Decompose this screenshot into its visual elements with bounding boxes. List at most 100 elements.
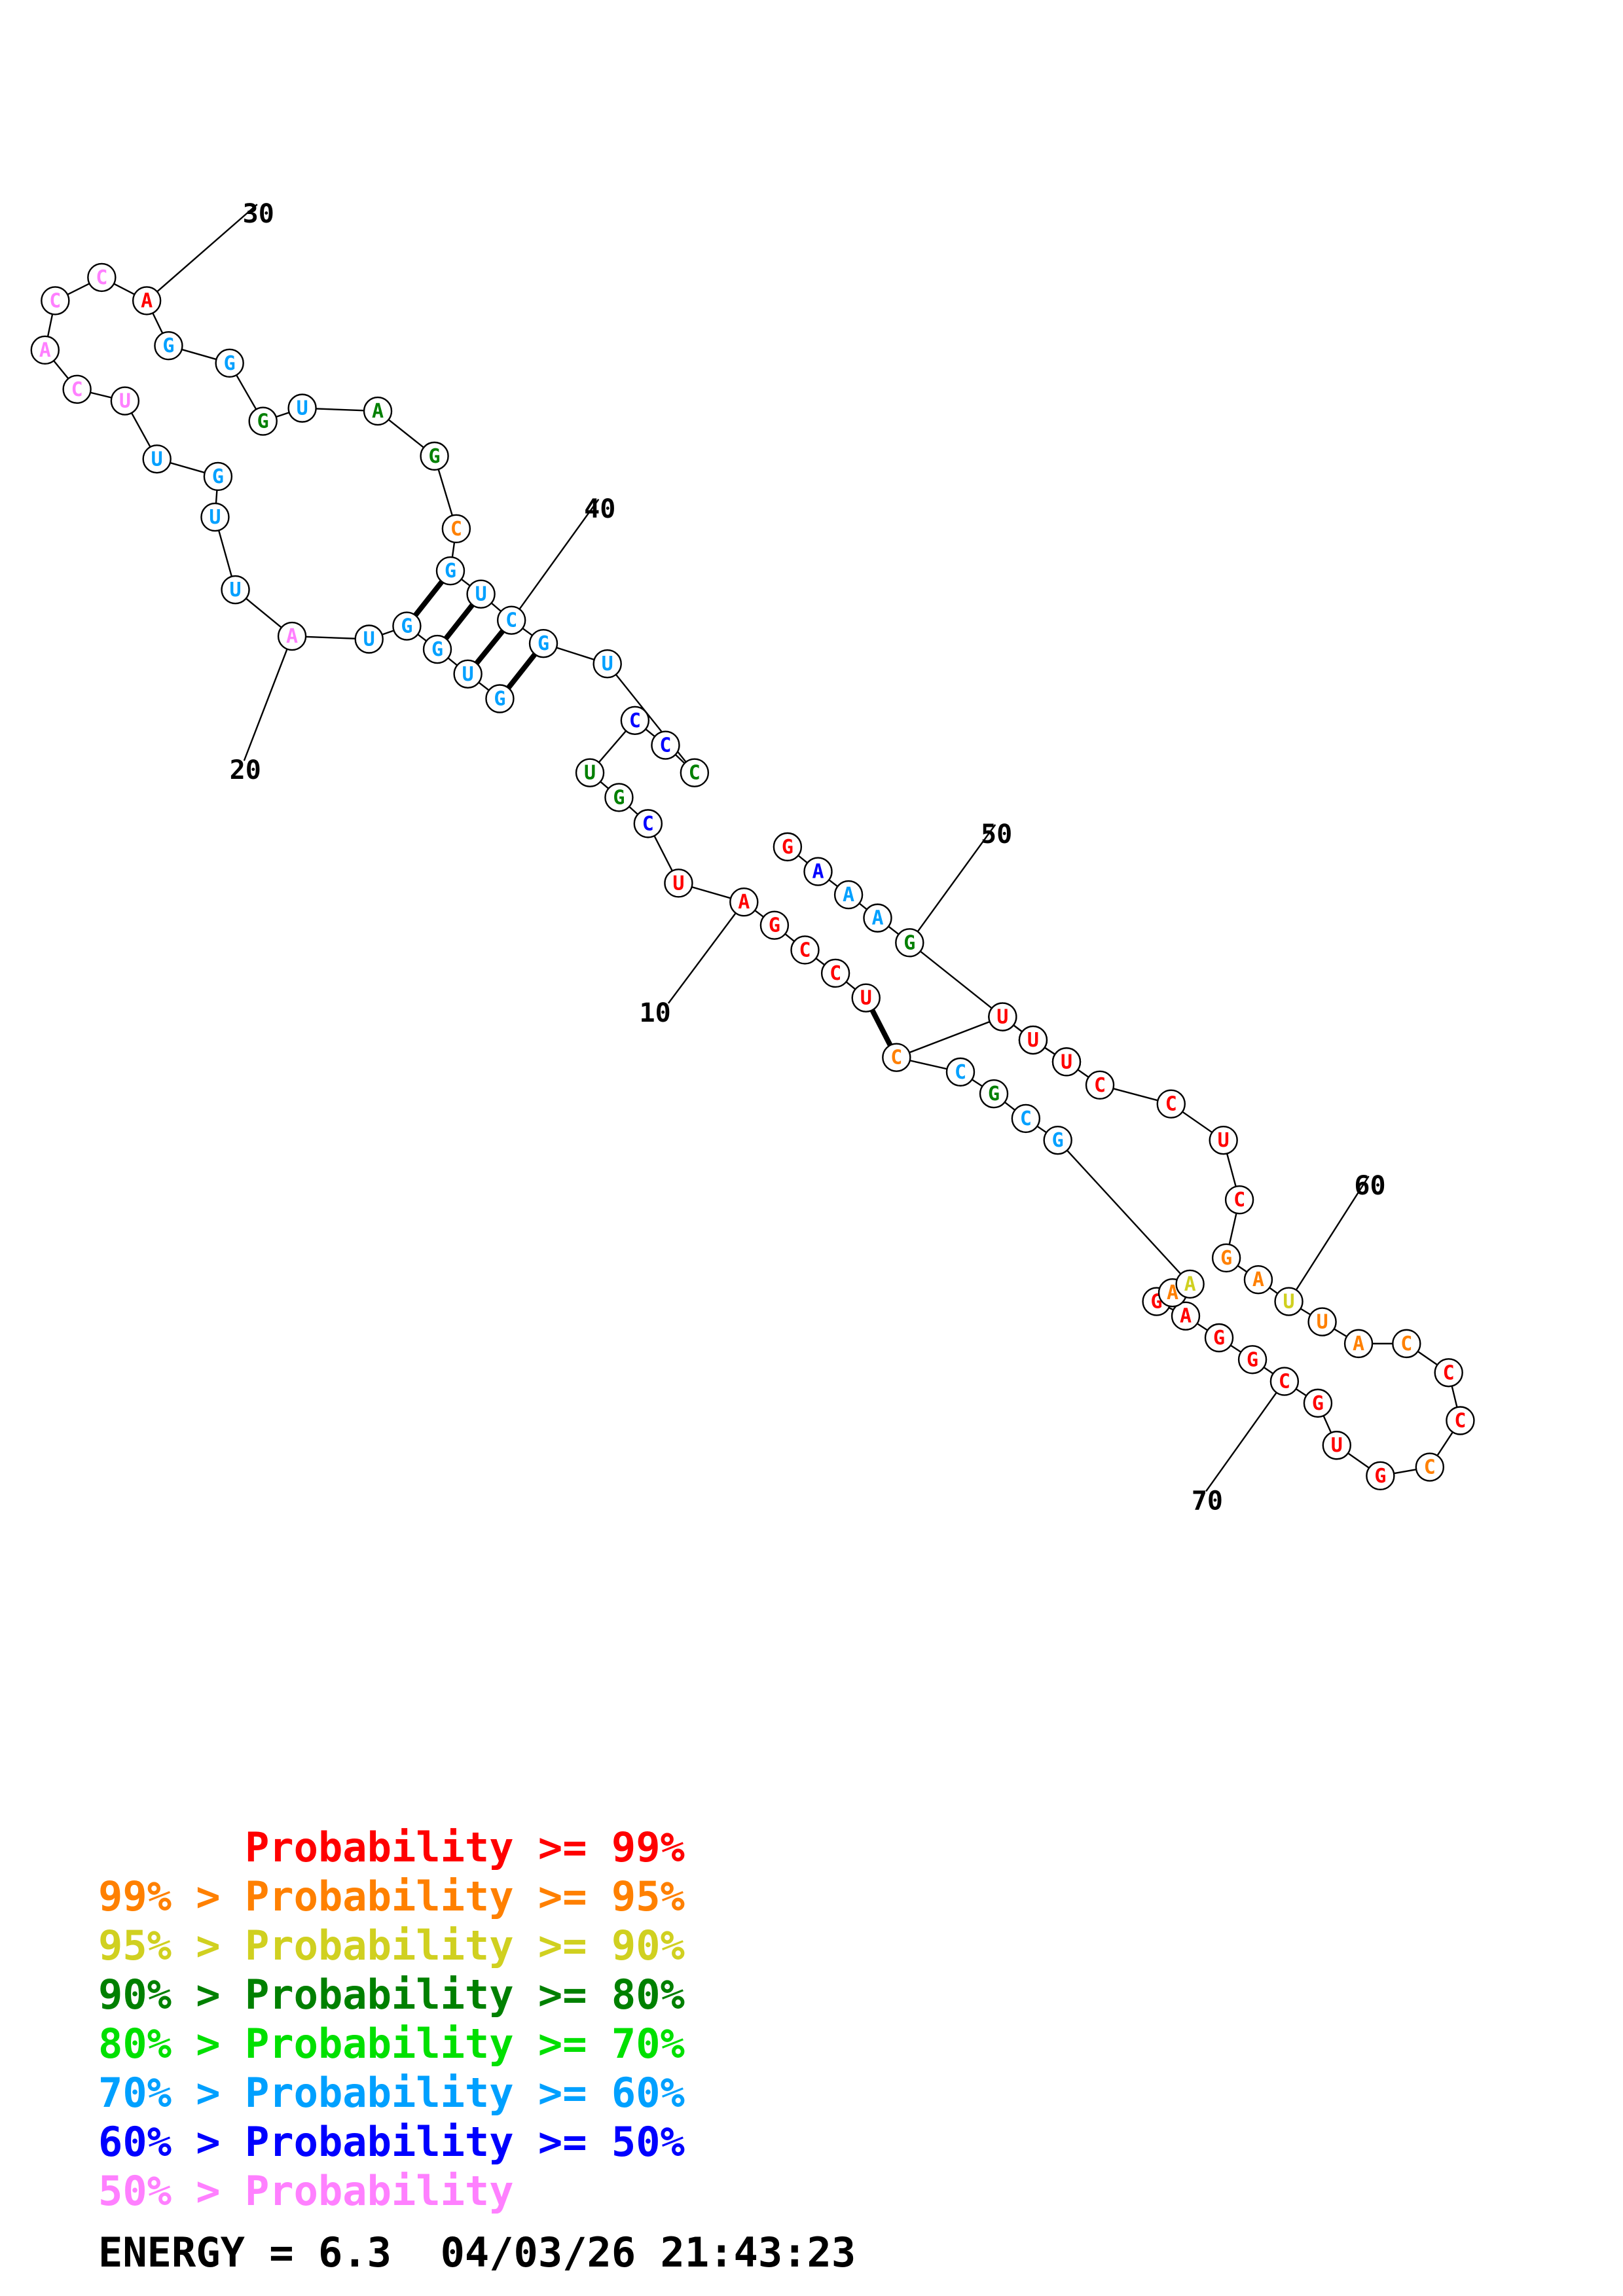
- nucleotide: G: [203, 461, 233, 492]
- legend-prefix: 95% >: [98, 1922, 245, 1969]
- nucleotide: G: [1043, 1125, 1072, 1155]
- nucleotide-letter: U: [119, 390, 131, 413]
- backbone-link: [606, 663, 695, 774]
- nucleotide-circle: [441, 514, 471, 544]
- nucleotide-letter: A: [843, 884, 854, 906]
- nucleotide: C: [1156, 1089, 1186, 1119]
- nucleotide-circle: [833, 880, 864, 910]
- nucleotide-letter: C: [1165, 1093, 1177, 1116]
- nucleotide-circle: [1051, 1047, 1082, 1077]
- nucleotide: U: [354, 624, 384, 654]
- nucleotide-circle: [803, 857, 833, 886]
- nucleotide: A: [803, 857, 833, 886]
- nucleotide-circle: [1322, 1431, 1351, 1460]
- nucleotide-letter: U: [297, 397, 308, 420]
- nucleotide: G: [154, 331, 183, 361]
- nucleotide: U: [1307, 1307, 1337, 1336]
- legend-prefix: 99% >: [98, 1873, 245, 1920]
- legend-row: 50% > Probability: [98, 2166, 685, 2215]
- nucleotide-circle: [1156, 1089, 1186, 1119]
- nucleotide: G: [895, 928, 924, 958]
- nucleotide-circle: [497, 605, 526, 635]
- nucleotide-circle: [420, 441, 449, 471]
- nucleotide-letter: C: [1400, 1333, 1412, 1355]
- nucleotide: G: [392, 611, 422, 641]
- nucleotide-letter: C: [71, 378, 83, 401]
- nucleotide-circle: [1237, 1345, 1267, 1374]
- nucleotide: G: [528, 628, 558, 658]
- nucleotide-circle: [215, 348, 244, 378]
- nucleotide: U: [200, 502, 230, 532]
- nucleotide-circle: [142, 444, 172, 474]
- nucleotide-letter: U: [475, 583, 487, 606]
- nucleotide-letter: A: [372, 400, 384, 423]
- nucleotide-letter: G: [431, 638, 443, 661]
- legend-prefix: 80% >: [98, 2020, 245, 2068]
- nucleotide-circle: [1018, 1025, 1048, 1055]
- nucleotide: A: [863, 903, 892, 933]
- nucleotide-circle: [435, 556, 465, 586]
- nucleotide-circle: [790, 935, 820, 965]
- nucleotide-letter: C: [450, 518, 462, 541]
- tick-label: 60: [1354, 1171, 1385, 1201]
- nucleotide-letter: C: [890, 1047, 902, 1069]
- nucleotide-circle: [453, 659, 483, 689]
- nucleotide-letter: U: [363, 628, 375, 651]
- tick-leader: [146, 204, 258, 302]
- nucleotide-letter: C: [49, 289, 61, 312]
- nucleotide-circle: [575, 758, 605, 787]
- nucleotide: C: [1434, 1358, 1463, 1388]
- nucleotide-letter: U: [151, 448, 163, 471]
- nucleotide-letter: G: [538, 632, 549, 655]
- tick-leader: [243, 636, 293, 761]
- nucleotide: G: [422, 634, 452, 664]
- nucleotide-circle: [604, 783, 634, 812]
- nucleotide-circle: [466, 579, 496, 609]
- nucleotide-letter: U: [1027, 1029, 1039, 1052]
- nucleotide-circle: [1209, 1125, 1238, 1155]
- nucleotide-circle: [248, 406, 278, 436]
- nucleotide-letter: U: [602, 653, 613, 675]
- legend-row: 99% > Probability >= 95%: [98, 1872, 685, 1921]
- nucleotide-letter: G: [1052, 1129, 1064, 1152]
- nucleotide: G: [485, 684, 515, 713]
- nucleotide-circle: [1307, 1307, 1337, 1336]
- nucleotide-circle: [945, 1057, 976, 1087]
- nucleotide: C: [497, 605, 526, 635]
- nucleotide-letter: C: [659, 734, 671, 757]
- nucleotide: A: [1171, 1301, 1201, 1331]
- nucleotide-letter: U: [672, 872, 684, 895]
- nucleotide-letter: G: [782, 836, 793, 859]
- nucleotide-circle: [1204, 1323, 1234, 1353]
- nucleotide: G: [1366, 1461, 1395, 1491]
- nucleotide: G: [1204, 1323, 1234, 1353]
- tick-leader: [1205, 1380, 1285, 1492]
- nucleotide: U: [664, 869, 693, 898]
- nucleotide-circle: [633, 809, 663, 838]
- nucleotide-letter: U: [1317, 1311, 1328, 1334]
- nucleotide-circle: [1243, 1265, 1273, 1295]
- nucleotide-circle: [620, 706, 650, 735]
- nucleotide-letter: C: [1424, 1456, 1436, 1479]
- nucleotide: A: [277, 621, 307, 651]
- probability-legend: Probability >= 99% 99% > Probability >= 9…: [98, 1823, 685, 2215]
- nucleotide: G: [1303, 1388, 1333, 1418]
- nucleotide-circle: [62, 374, 92, 404]
- nucleotide: G: [773, 832, 803, 862]
- energy-line: ENERGY = 6.3 04/03/26 21:43:23: [98, 2229, 856, 2276]
- nucleotide-circle: [593, 649, 622, 679]
- backbone-link: [1057, 1139, 1191, 1285]
- nucleotide-circle: [1175, 1269, 1205, 1299]
- tick-leader: [909, 824, 996, 944]
- tick-label: 50: [981, 819, 1012, 850]
- nucleotide: A: [363, 396, 393, 426]
- nucleotide-letter: G: [429, 445, 441, 468]
- base-pair-bond: [413, 580, 445, 617]
- nucleotide: C: [633, 809, 663, 838]
- nucleotide-circle: [1343, 1329, 1374, 1359]
- legend-label: Probability >= 95%: [244, 1873, 685, 1920]
- nucleotide-letter: U: [584, 762, 596, 785]
- backbone-link: [909, 942, 1004, 1018]
- nucleotide: A: [833, 880, 864, 910]
